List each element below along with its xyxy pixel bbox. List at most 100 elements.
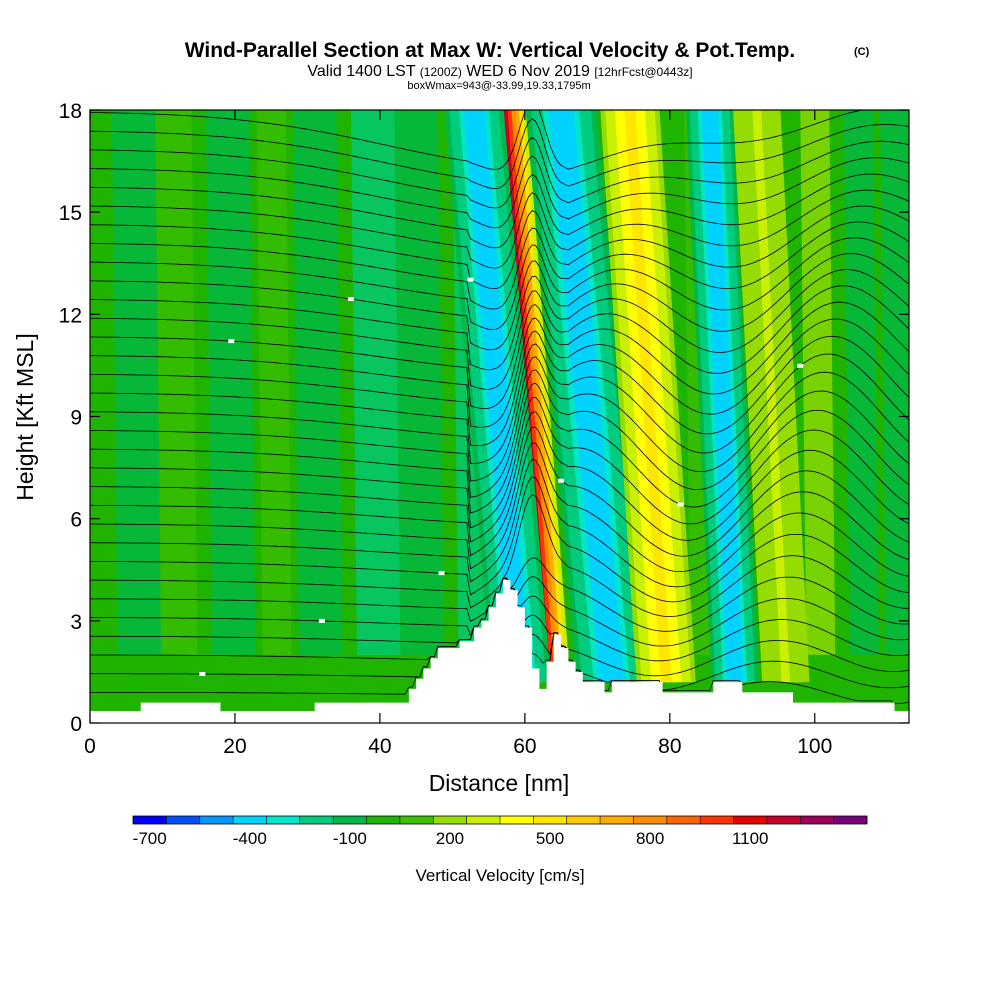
velocity-band-downdraft bbox=[554, 110, 619, 683]
terrain-mask bbox=[90, 580, 909, 723]
theta-contour bbox=[90, 205, 909, 289]
theta-contour bbox=[90, 301, 909, 410]
y-axis: 0 3 6 9 12 15 18 bbox=[59, 100, 909, 736]
colorbar-tick-label: -100 bbox=[333, 829, 367, 848]
chart-subtitle: Valid 1400 LST (1200Z) WED 6 Nov 2019 [1… bbox=[307, 63, 692, 80]
theta-contour bbox=[90, 494, 909, 618]
theta-contour bbox=[90, 356, 909, 482]
velocity-band-updraft bbox=[624, 110, 672, 683]
contour-label-marker bbox=[347, 297, 354, 302]
subtitle-box-wmax: boxWmax=943@-33.99,19.33,1795m bbox=[407, 80, 590, 92]
colorbar-tick-label: -700 bbox=[133, 829, 167, 848]
y-tick-label: 15 bbox=[59, 202, 82, 225]
colorbar-swatch bbox=[133, 816, 167, 824]
contour-labels bbox=[199, 277, 804, 677]
theta-contours bbox=[90, 110, 909, 705]
y-tick-label: 6 bbox=[70, 509, 82, 532]
colorbar-swatch bbox=[733, 816, 768, 824]
theta-contour bbox=[90, 253, 909, 351]
theta-contour bbox=[90, 155, 909, 229]
y-tick-label: 9 bbox=[70, 407, 82, 430]
colorbar-tick-label: 200 bbox=[436, 829, 464, 848]
theta-contour bbox=[90, 136, 909, 209]
contour-label-marker bbox=[199, 672, 206, 677]
x-tick-label: 20 bbox=[223, 735, 246, 758]
colorbar-tick-label: -400 bbox=[233, 829, 267, 848]
theta-contour bbox=[90, 189, 909, 269]
contour-label-marker bbox=[797, 363, 804, 368]
x-tick-label: 0 bbox=[84, 735, 96, 758]
x-axis: 0 20 40 60 80 100 bbox=[84, 110, 832, 758]
theta-contour bbox=[90, 382, 909, 514]
colorbar-label: Vertical Velocity [cm/s] bbox=[415, 866, 584, 885]
theta-contour bbox=[90, 459, 909, 588]
theta-contour bbox=[90, 396, 909, 529]
colorbar-swatch bbox=[166, 816, 201, 824]
colorbar-swatch bbox=[399, 816, 434, 824]
y-tick-label: 18 bbox=[59, 100, 82, 123]
colorbar-swatch bbox=[666, 816, 701, 824]
velocity-band-updraft bbox=[752, 110, 791, 683]
x-tick-label: 60 bbox=[513, 735, 536, 758]
colorbar-swatch bbox=[266, 816, 301, 824]
theta-contour bbox=[90, 221, 909, 310]
theta-contour bbox=[90, 285, 909, 390]
colorbar-ticks: -700 -400 -100 200 500 800 1100 bbox=[133, 829, 769, 848]
colorbar-swatch bbox=[800, 816, 834, 824]
contour-label-marker bbox=[438, 571, 445, 576]
theta-contour bbox=[90, 110, 865, 170]
y-tick-label: 3 bbox=[70, 611, 82, 634]
subtitle-valid: Valid 1400 LST bbox=[307, 63, 415, 80]
background-band bbox=[155, 110, 198, 655]
contour-label-marker bbox=[318, 618, 325, 623]
theta-contour bbox=[90, 411, 909, 543]
colorbar-swatch bbox=[500, 816, 534, 824]
colorbar-swatch bbox=[433, 816, 467, 824]
colorbar-swatch bbox=[533, 816, 568, 824]
theta-contour bbox=[90, 426, 909, 557]
chart-title: Wind-Parallel Section at Max W: Vertical… bbox=[185, 39, 796, 62]
theta-contour bbox=[90, 237, 909, 330]
contour-label-marker bbox=[467, 277, 474, 282]
colorbar-tick-label: 500 bbox=[536, 829, 564, 848]
colorbar-swatch bbox=[466, 816, 501, 824]
colorbar-swatch bbox=[766, 816, 801, 824]
colorbar-swatch bbox=[566, 816, 601, 824]
background-band bbox=[111, 110, 162, 655]
subtitle-fcst: [12hrFcst@0443z] bbox=[594, 65, 692, 79]
x-tick-label: 80 bbox=[658, 735, 681, 758]
colorbar-tick-label: 1100 bbox=[732, 829, 769, 848]
theta-contour bbox=[90, 476, 909, 603]
x-axis-label: Distance [nm] bbox=[429, 770, 570, 796]
background-band bbox=[350, 110, 401, 655]
colorbar-tick-label: 800 bbox=[636, 829, 664, 848]
theta-contour bbox=[90, 118, 909, 189]
contour-label-marker bbox=[677, 502, 684, 507]
theta-contour bbox=[90, 173, 909, 249]
plot-area bbox=[90, 110, 909, 723]
x-tick-label: 100 bbox=[797, 735, 832, 758]
colorbar-swatch bbox=[299, 816, 334, 824]
background-band bbox=[800, 110, 836, 655]
colorbar-swatch bbox=[233, 816, 267, 824]
subtitle-zulu: (1200Z) bbox=[420, 65, 462, 79]
velocity-band-downdraft bbox=[468, 110, 527, 683]
background-band bbox=[292, 110, 343, 655]
y-tick-label: 12 bbox=[59, 304, 82, 327]
theta-contour bbox=[90, 269, 909, 371]
theta-contour bbox=[90, 369, 909, 498]
colorbar-swatch bbox=[633, 816, 668, 824]
theta-contour bbox=[90, 557, 909, 632]
contour-label-marker bbox=[558, 478, 565, 483]
contour-label-marker bbox=[228, 339, 235, 344]
velocity-band-downdraft bbox=[705, 110, 740, 683]
colorbar-swatch bbox=[833, 816, 868, 824]
y-axis-label: Height [Kft MSL] bbox=[12, 333, 38, 500]
y-tick-label: 0 bbox=[70, 713, 82, 736]
subtitle-date: WED 6 Nov 2019 bbox=[466, 63, 590, 80]
theta-contour bbox=[90, 330, 909, 447]
colorbar-swatch bbox=[199, 816, 234, 824]
background-band bbox=[205, 110, 256, 655]
theta-contour bbox=[90, 442, 909, 573]
